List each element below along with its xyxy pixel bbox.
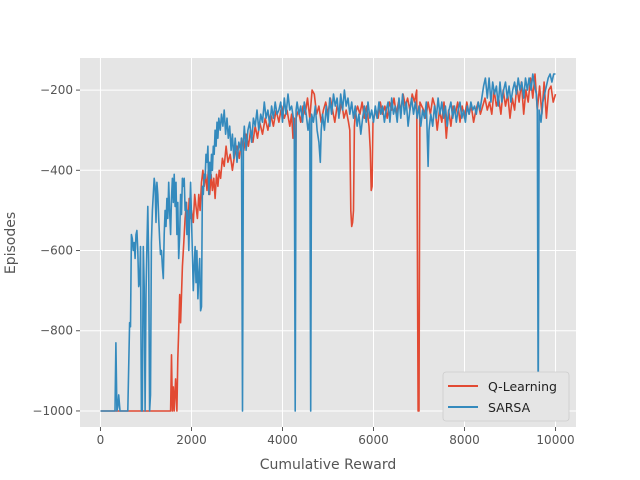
legend-label-q-learning: Q-Learning	[488, 379, 557, 394]
y-tick-label: −200	[40, 83, 73, 97]
y-axis-ticks: −1000 −800 −600 −400 −200	[32, 83, 80, 418]
series-layer	[100, 73, 557, 412]
x-axis-ticks: 0 2000 4000 6000 8000 10000	[97, 427, 575, 447]
x-tick-label: 6000	[358, 433, 389, 447]
series-line-sarsa	[100, 73, 556, 412]
x-tick-label: 2000	[176, 433, 207, 447]
legend-box	[442, 371, 570, 422]
y-tick-label: −800	[40, 324, 73, 338]
x-tick-label: 4000	[267, 433, 298, 447]
y-tick-label: −400	[40, 163, 73, 177]
x-tick-label: 10000	[536, 433, 574, 447]
y-tick-label: −600	[40, 244, 73, 258]
y-tick-label: −1000	[32, 404, 73, 418]
x-tick-label: 0	[97, 433, 105, 447]
legend-label-sarsa: SARSA	[488, 400, 531, 415]
x-tick-label: 8000	[449, 433, 480, 447]
legend: Q-Learning SARSA	[442, 371, 570, 422]
x-axis-label: Cumulative Reward	[260, 457, 397, 473]
y-axis-label: Episodes	[3, 212, 19, 274]
